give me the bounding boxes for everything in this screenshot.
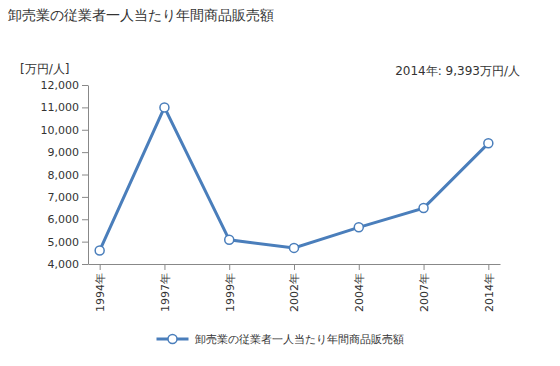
legend: 卸売業の従業者一人当たり年間商品販売額 (157, 333, 404, 346)
y-tick-label: 5,000 (48, 236, 80, 249)
y-tick: 7,000 (48, 191, 89, 204)
y-tick-mark (82, 152, 88, 153)
x-tick-label: 1994年 (94, 273, 107, 312)
x-tick-mark (359, 264, 360, 270)
y-tick-mark (82, 107, 88, 108)
y-tick-mark (82, 130, 88, 131)
y-tick-mark (82, 197, 88, 198)
plot-area (95, 103, 493, 255)
y-tick-mark (82, 175, 88, 176)
y-tick-mark (82, 264, 88, 265)
x-tick-label: 1999年 (224, 273, 237, 312)
x-tick-label: 2014年 (483, 273, 496, 312)
x-tick: 2014年 (483, 264, 496, 312)
point-marker (354, 223, 363, 232)
y-tick: 4,000 (48, 258, 89, 271)
point-marker (419, 204, 428, 213)
y-tick-label: 6,000 (48, 213, 80, 226)
y-tick: 9,000 (48, 146, 89, 159)
y-tick: 11,000 (41, 101, 89, 114)
x-tick-mark (164, 264, 165, 270)
y-tick: 5,000 (48, 236, 89, 249)
y-tick-label: 11,000 (41, 101, 80, 114)
legend-marker (168, 335, 177, 344)
x-tick: 2007年 (418, 264, 431, 312)
x-tick-mark (488, 264, 489, 270)
point-marker (160, 103, 169, 112)
x-tick: 2004年 (353, 264, 366, 312)
point-marker (95, 246, 104, 255)
y-tick-label: 7,000 (48, 191, 80, 204)
point-marker (225, 235, 234, 244)
y-tick-label: 4,000 (48, 258, 80, 271)
y-label: [万円/人] (20, 62, 69, 76)
y-tick-mark (82, 85, 88, 86)
x-tick-label: 1997年 (159, 273, 172, 312)
x-tick-mark (294, 264, 295, 270)
y-tick: 12,000 (41, 79, 89, 92)
y-axis: 4,000 5,000 6,000 7,000 8,000 9,000 10,000 11,0… (41, 79, 89, 271)
x-tick: 2002年 (288, 264, 301, 312)
x-tick: 1999年 (224, 264, 237, 312)
y-axis-line (88, 86, 89, 265)
series-line (100, 107, 489, 250)
x-tick-label: 2007年 (418, 273, 431, 312)
point-marker (290, 243, 299, 252)
title: 卸売業の従業者一人当たり年間商品販売額 (8, 7, 274, 23)
y-tick-label: 8,000 (48, 169, 80, 182)
x-tick-label: 2002年 (288, 273, 301, 312)
y-tick: 8,000 (48, 169, 89, 182)
y-tick: 10,000 (41, 124, 89, 137)
chart: 卸売業の従業者一人当たり年間商品販売額 [万円/人] 2014年: 9,393万円/… (0, 0, 560, 366)
legend-label: 卸売業の従業者一人当たり年間商品販売額 (195, 333, 404, 346)
x-tick-label: 2004年 (353, 273, 366, 312)
x-tick: 1994年 (94, 264, 107, 312)
point-marker (484, 139, 493, 148)
annotation: 2014年: 9,393万円/人 (395, 64, 520, 78)
x-tick-mark (100, 264, 101, 270)
x-tick: 1997年 (159, 264, 172, 312)
y-tick-mark (82, 219, 88, 220)
y-tick-label: 10,000 (41, 124, 80, 137)
y-tick-label: 9,000 (48, 146, 80, 159)
y-tick-mark (82, 242, 88, 243)
x-axis: 1994年 1997年 1999年 2002年 2004年 2007年 2014年 (89, 264, 501, 312)
x-tick-mark (424, 264, 425, 270)
y-tick-label: 12,000 (41, 79, 80, 92)
y-tick: 6,000 (48, 213, 89, 226)
x-tick-mark (229, 264, 230, 270)
